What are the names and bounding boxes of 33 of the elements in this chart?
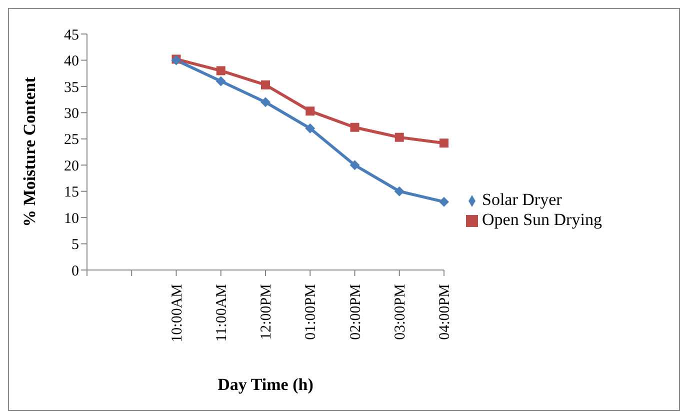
y-tick-label: 35 bbox=[64, 80, 79, 96]
point bbox=[439, 196, 449, 207]
point bbox=[394, 186, 404, 196]
x-tick-label: 01:00PM bbox=[303, 284, 320, 340]
y-tick-label: 5 bbox=[72, 237, 79, 254]
point bbox=[260, 97, 270, 108]
point bbox=[394, 132, 404, 142]
y-tick-label: 25 bbox=[64, 132, 79, 148]
point bbox=[306, 106, 315, 116]
y-tick-label: 40 bbox=[64, 54, 79, 70]
legend-label: Solar Dryer bbox=[482, 190, 562, 208]
point bbox=[261, 80, 270, 90]
y-tick-label: 15 bbox=[64, 184, 79, 201]
x-tick-label: 11:00AM bbox=[214, 284, 230, 342]
x-tick-label: 12:00PM bbox=[258, 284, 274, 340]
point bbox=[350, 122, 360, 132]
y-tick-label: 0 bbox=[72, 263, 79, 280]
x-tick-label: 04:00PM bbox=[437, 284, 453, 340]
y-tick-label: 45 bbox=[64, 27, 79, 44]
point bbox=[216, 66, 226, 76]
x-tick-label: 03:00PM bbox=[392, 284, 408, 340]
point bbox=[305, 123, 316, 134]
point bbox=[216, 76, 226, 86]
y-axis-title: % Moisture Content bbox=[20, 76, 40, 227]
point bbox=[440, 138, 448, 148]
y-tick-label: 10 bbox=[64, 210, 79, 227]
y-tick-label: 30 bbox=[64, 106, 79, 122]
x-tick-label: 10:00AM bbox=[169, 284, 186, 342]
x-axis-title: Day Time (h) bbox=[218, 375, 314, 394]
y-tick-label: 20 bbox=[64, 158, 79, 174]
legend-label: Open Sun Drying bbox=[482, 210, 602, 228]
x-tick-label: 02:00PM bbox=[348, 284, 364, 340]
point bbox=[350, 160, 360, 170]
